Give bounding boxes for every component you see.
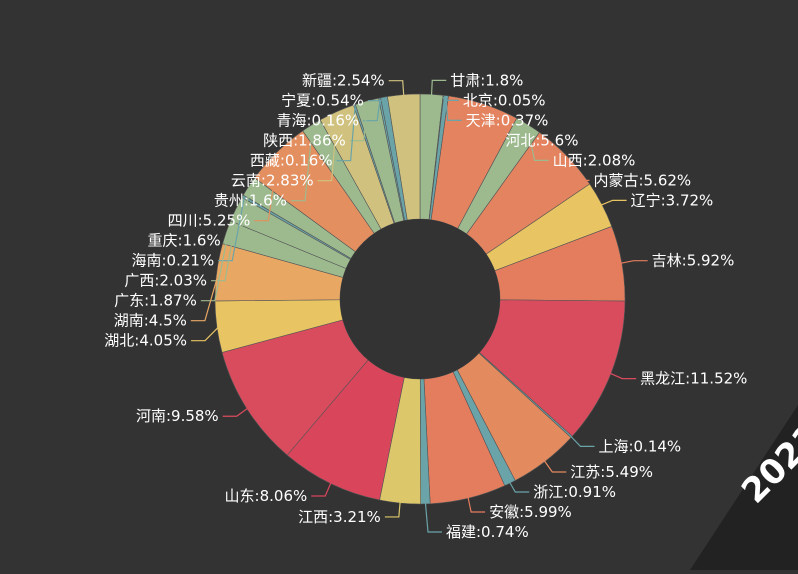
label-line-黑龙江 [608,372,637,380]
label-line-甘肃 [430,79,447,97]
label-line-北京 [442,97,459,101]
slice-label-吉林: 吉林:5.92% [652,252,735,270]
slice-label-青海: 青海:0.16% [276,112,359,130]
slice-label-福建: 福建:0.74% [446,523,529,541]
slice-label-辽宁: 辽宁:3.72% [631,191,714,209]
label-line-吉林 [619,260,648,265]
slice-label-重庆: 重庆:1.6% [148,232,221,250]
label-line-河南 [222,407,249,417]
slice-label-浙江: 浙江:0.91% [533,483,616,501]
label-line-上海 [569,435,595,447]
label-line-广东 [200,232,229,302]
slice-label-陕西: 陕西:1.86% [263,132,346,150]
label-line-山西 [526,126,549,161]
slice-label-山东: 山东:8.06% [225,487,308,505]
slice-label-西藏: 西藏:0.16% [250,152,333,170]
slice-label-云南: 云南:2.83% [231,172,314,190]
label-line-云南 [317,113,338,182]
label-lines [190,79,648,533]
slice-label-湖南: 湖南:4.5% [114,312,187,330]
slice-label-黑龙江: 黑龙江:11.52% [640,370,747,388]
label-line-湖南 [190,272,220,322]
slice-label-广西: 广西:2.03% [124,272,207,290]
slice-label-贵州: 贵州:1.6% [214,192,287,210]
slice-label-山西: 山西:2.08% [553,151,636,169]
slice-label-河南: 河南:9.58% [136,407,219,425]
label-line-四川 [254,153,279,222]
label-line-新疆 [388,80,405,97]
label-line-陕西 [349,102,369,142]
slice-label-江苏: 江苏:5.49% [570,463,653,481]
slice-label-海南: 海南:0.21% [132,252,215,270]
slice-label-内蒙古: 内蒙古:5.62% [593,171,691,189]
label-line-江西 [384,500,401,518]
label-line-福建 [424,501,442,533]
label-line-宁夏 [367,98,385,102]
label-line-河北 [482,105,502,141]
donut-hole [340,219,500,379]
label-line-江苏 [543,459,567,473]
slice-label-江西: 江西:3.21% [298,508,381,526]
slice-label-北京: 北京:0.05% [463,91,546,109]
label-line-青海 [363,99,381,122]
label-line-湖北 [191,326,220,342]
slice-label-河北: 河北:5.6% [505,131,578,149]
label-line-浙江 [508,481,530,493]
slice-label-宁夏: 宁夏:0.54% [281,92,364,110]
corner-badge: 2021 [690,405,798,570]
label-line-贵州 [290,126,314,202]
slices [214,93,626,505]
label-line-天津 [445,97,462,121]
slice-label-广东: 广东:1.87% [114,292,197,310]
slice-label-四川: 四川:5.25% [168,212,251,230]
slice-label-安徽: 安徽:5.99% [489,503,572,521]
corner-band [690,405,798,570]
slice-label-上海: 上海:0.14% [598,437,681,455]
label-line-内蒙古 [564,157,590,181]
slice-labels: 甘肃:1.8% 北京:0.05% 天津:0.37% 河北:5.6% 山西:2.08% 内蒙… [104,71,747,541]
label-line-重庆 [224,187,251,242]
slice-label-新疆: 新疆:2.54% [302,72,385,90]
slice-label-甘肃: 甘肃:1.8% [450,71,523,89]
label-line-安徽 [467,496,486,513]
label-line-广西 [211,209,239,282]
label-line-辽宁 [599,199,627,207]
slice-label-天津: 天津:0.37% [466,111,549,129]
label-line-山东 [311,481,332,497]
label-line-西藏 [336,106,356,162]
slice-label-湖北: 湖北:4.05% [104,332,187,350]
